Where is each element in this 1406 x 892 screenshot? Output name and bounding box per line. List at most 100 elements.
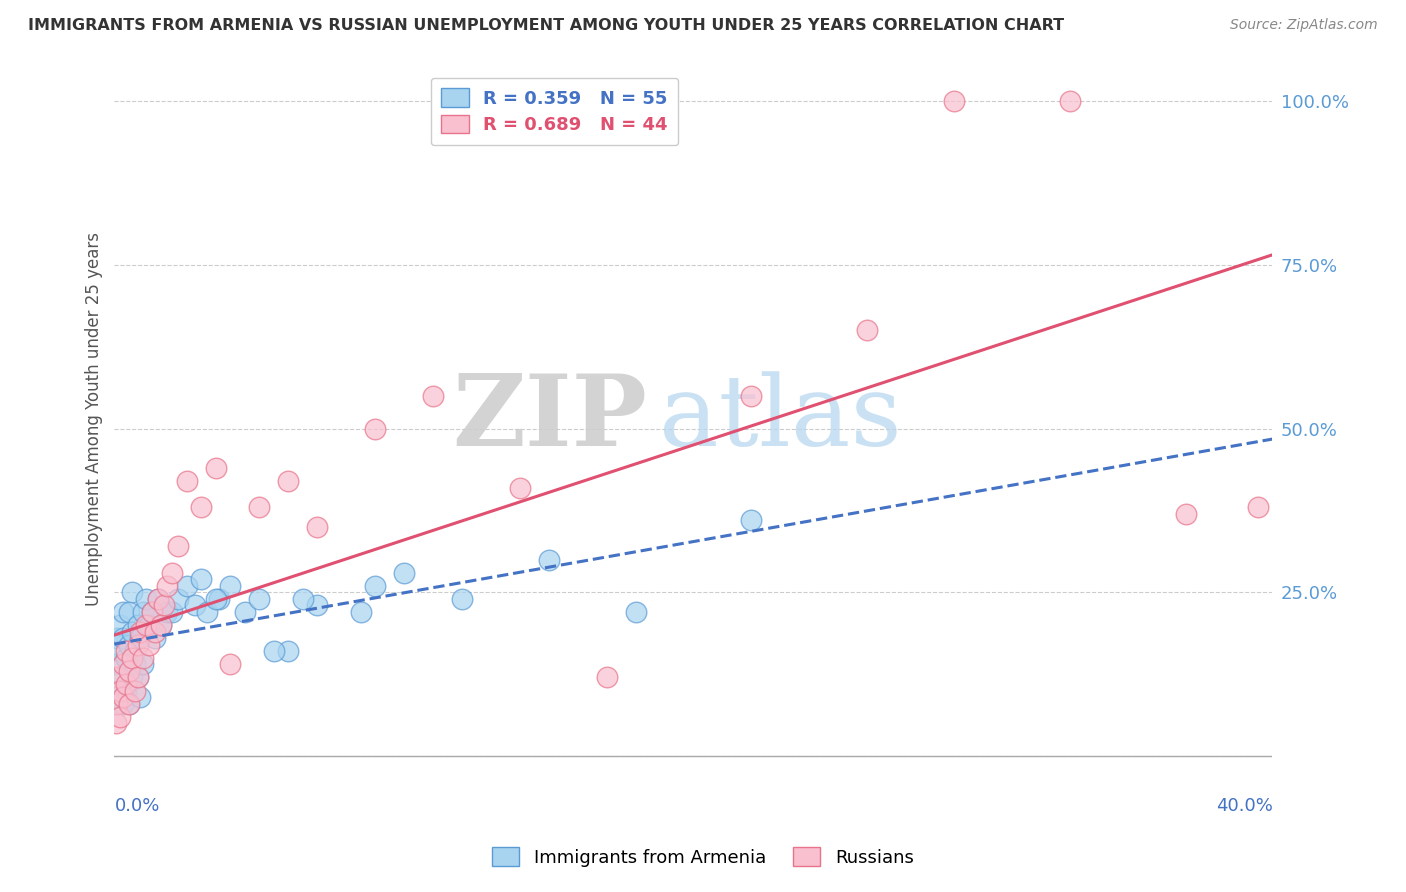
Point — [112, 670, 135, 684]
Point — [112, 605, 135, 619]
Point — [204, 591, 226, 606]
Point — [124, 657, 146, 672]
Point — [127, 670, 149, 684]
Point — [118, 605, 141, 619]
Point — [138, 618, 160, 632]
Point — [1059, 95, 1081, 109]
Point — [121, 585, 143, 599]
Point — [105, 631, 128, 645]
Point — [127, 618, 149, 632]
Point — [149, 618, 172, 632]
Point — [143, 631, 166, 645]
Point — [124, 683, 146, 698]
Point — [208, 591, 231, 606]
Point — [129, 631, 152, 645]
Point — [364, 422, 387, 436]
Point — [176, 474, 198, 488]
Point — [115, 650, 138, 665]
Point — [118, 638, 141, 652]
Point — [167, 540, 190, 554]
Point — [233, 605, 256, 619]
Point — [595, 670, 617, 684]
Text: 40.0%: 40.0% — [1216, 797, 1272, 815]
Point — [291, 591, 314, 606]
Point — [121, 650, 143, 665]
Point — [364, 579, 387, 593]
Point — [115, 677, 138, 691]
Point — [184, 599, 207, 613]
Point — [108, 709, 131, 723]
Point — [219, 579, 242, 593]
Point — [135, 591, 157, 606]
Point — [112, 657, 135, 672]
Point — [176, 579, 198, 593]
Point — [121, 670, 143, 684]
Legend: R = 0.359   N = 55, R = 0.689   N = 44: R = 0.359 N = 55, R = 0.689 N = 44 — [430, 78, 678, 145]
Point — [105, 697, 128, 711]
Point — [132, 657, 155, 672]
Point — [450, 591, 472, 606]
Point — [118, 664, 141, 678]
Point — [155, 605, 177, 619]
Point — [132, 605, 155, 619]
Point — [195, 605, 218, 619]
Text: atlas: atlas — [658, 371, 901, 467]
Point — [509, 481, 531, 495]
Point — [104, 716, 127, 731]
Point — [118, 697, 141, 711]
Point — [349, 605, 371, 619]
Point — [132, 650, 155, 665]
Text: IMMIGRANTS FROM ARMENIA VS RUSSIAN UNEMPLOYMENT AMONG YOUTH UNDER 25 YEARS CORRE: IMMIGRANTS FROM ARMENIA VS RUSSIAN UNEMP… — [28, 18, 1064, 33]
Point — [127, 670, 149, 684]
Point — [190, 500, 212, 515]
Point — [105, 697, 128, 711]
Point — [167, 591, 190, 606]
Point — [190, 572, 212, 586]
Point — [124, 644, 146, 658]
Point — [135, 618, 157, 632]
Point — [162, 605, 184, 619]
Point — [108, 683, 131, 698]
Point — [624, 605, 647, 619]
Point — [143, 624, 166, 639]
Point — [149, 618, 172, 632]
Point — [129, 624, 152, 639]
Point — [108, 683, 131, 698]
Point — [263, 644, 285, 658]
Point — [247, 591, 270, 606]
Point — [112, 631, 135, 645]
Y-axis label: Unemployment Among Youth under 25 years: Unemployment Among Youth under 25 years — [86, 232, 103, 606]
Text: ZIP: ZIP — [453, 370, 647, 467]
Point — [108, 618, 131, 632]
Point — [141, 605, 163, 619]
Point — [141, 605, 163, 619]
Legend: Immigrants from Armenia, Russians: Immigrants from Armenia, Russians — [485, 840, 921, 874]
Point — [204, 461, 226, 475]
Point — [138, 638, 160, 652]
Point — [129, 690, 152, 704]
Point — [1174, 507, 1197, 521]
Point — [422, 389, 444, 403]
Point — [152, 599, 174, 613]
Point — [740, 513, 762, 527]
Point — [277, 474, 299, 488]
Text: Source: ZipAtlas.com: Source: ZipAtlas.com — [1230, 18, 1378, 32]
Point — [537, 552, 560, 566]
Point — [155, 579, 177, 593]
Text: 0.0%: 0.0% — [114, 797, 160, 815]
Point — [112, 690, 135, 704]
Point — [740, 389, 762, 403]
Point — [307, 520, 329, 534]
Point — [392, 566, 415, 580]
Point — [115, 644, 138, 658]
Point — [856, 323, 879, 337]
Point — [162, 566, 184, 580]
Point — [219, 657, 242, 672]
Point — [115, 683, 138, 698]
Point — [146, 591, 169, 606]
Point — [943, 95, 966, 109]
Point — [1247, 500, 1270, 515]
Point — [247, 500, 270, 515]
Point — [121, 624, 143, 639]
Point — [108, 644, 131, 658]
